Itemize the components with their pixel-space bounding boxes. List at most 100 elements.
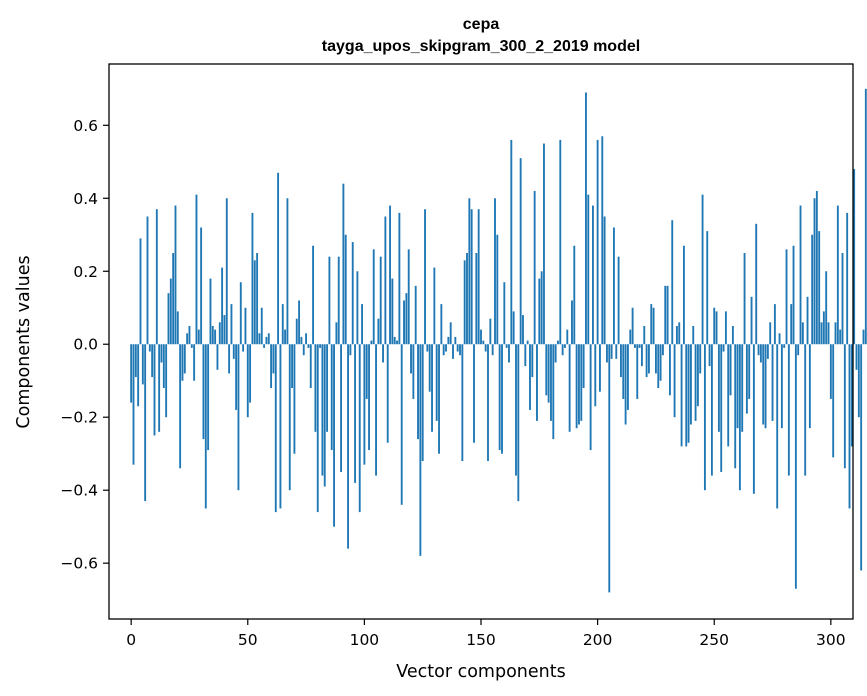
bar-23 [183, 344, 186, 374]
bar-38 [218, 322, 221, 345]
bar-204 [606, 344, 608, 363]
bar-99 [361, 304, 363, 345]
bar-267 [752, 344, 755, 494]
bar-35 [211, 325, 214, 345]
bar-255 [724, 311, 727, 345]
bar-1 [132, 344, 135, 465]
bar-158 [498, 344, 501, 451]
bar-117 [403, 300, 405, 345]
bar-300 [829, 344, 832, 399]
bar-71 [295, 318, 298, 345]
bar-58 [265, 336, 268, 345]
bar-126 [424, 209, 426, 345]
bar-131 [435, 344, 438, 421]
bar-123 [417, 344, 419, 440]
bar-254 [722, 344, 725, 352]
bar-196 [587, 194, 590, 345]
bar-270 [759, 344, 762, 363]
bar-160 [503, 282, 506, 345]
bar-283 [790, 304, 793, 345]
bar-233 [673, 344, 676, 418]
bar-144 [466, 253, 468, 345]
bar-224 [652, 307, 655, 345]
bar-63 [277, 172, 280, 345]
bar-257 [729, 344, 732, 396]
bar-230 [666, 285, 669, 345]
bar-44 [232, 344, 235, 359]
bar-2 [134, 344, 137, 378]
bar-32 [204, 344, 207, 509]
bar-241 [692, 325, 695, 345]
y-axis-label: Components values [14, 255, 34, 428]
bar-122 [414, 285, 417, 345]
bar-272 [764, 344, 767, 429]
bar-208 [615, 344, 618, 359]
bar-138 [452, 344, 454, 359]
bar-88 [335, 322, 338, 345]
bar-217 [636, 344, 639, 399]
bar-247 [706, 231, 709, 345]
bar-274 [769, 322, 772, 345]
bar-154 [489, 318, 492, 345]
bar-162 [508, 344, 510, 363]
bar-280 [783, 344, 786, 348]
bar-297 [822, 311, 825, 345]
bar-76 [307, 344, 310, 348]
bar-70 [293, 344, 296, 454]
bar-223 [650, 304, 653, 345]
bar-248 [708, 344, 711, 367]
bar-207 [613, 227, 615, 345]
bar-305 [841, 253, 844, 345]
bar-229 [664, 285, 667, 345]
bar-268 [755, 223, 758, 345]
bar-203 [603, 216, 606, 345]
bar-25 [188, 325, 191, 345]
bar-112 [391, 278, 394, 345]
bar-234 [675, 325, 678, 345]
bar-210 [620, 344, 622, 378]
bar-143 [463, 260, 466, 345]
bar-146 [470, 209, 473, 345]
bar-46 [237, 344, 240, 491]
bar-278 [778, 333, 781, 345]
bar-282 [787, 344, 790, 476]
bar-246 [703, 344, 706, 491]
bar-95 [351, 242, 354, 345]
bar-185 [561, 344, 564, 356]
bar-156 [494, 198, 496, 345]
bar-281 [785, 249, 788, 345]
bar-13 [160, 344, 163, 363]
bar-27 [193, 344, 196, 381]
bar-64 [279, 344, 282, 509]
bar-273 [766, 344, 769, 359]
y-axis: −0.6 −0.4 −0.2 0.0 0.2 0.4 0.6 [60, 117, 109, 573]
bar-256 [727, 344, 730, 447]
bar-225 [654, 344, 657, 374]
bar-222 [647, 344, 650, 374]
x-tick-label: 0 [126, 631, 136, 649]
bar-130 [433, 267, 436, 345]
bar-69 [291, 344, 294, 389]
bar-107 [379, 256, 382, 345]
bar-220 [643, 325, 646, 345]
bar-303 [836, 205, 839, 345]
bar-3 [137, 344, 140, 407]
bar-277 [776, 344, 779, 509]
bar-298 [825, 271, 828, 345]
bar-34 [209, 278, 212, 345]
bar-242 [694, 344, 697, 421]
bar-251 [715, 311, 718, 345]
bar-262 [741, 344, 744, 432]
bar-173 [533, 190, 536, 345]
bar-171 [529, 344, 531, 410]
bar-79 [314, 344, 317, 432]
bar-110 [386, 344, 389, 443]
bar-290 [806, 296, 809, 345]
bar-42 [228, 344, 231, 374]
bar-54 [256, 253, 259, 345]
bar-52 [251, 212, 254, 345]
y-tick-label: 0.4 [73, 190, 98, 208]
bar-218 [638, 344, 641, 348]
bar-284 [792, 245, 795, 345]
